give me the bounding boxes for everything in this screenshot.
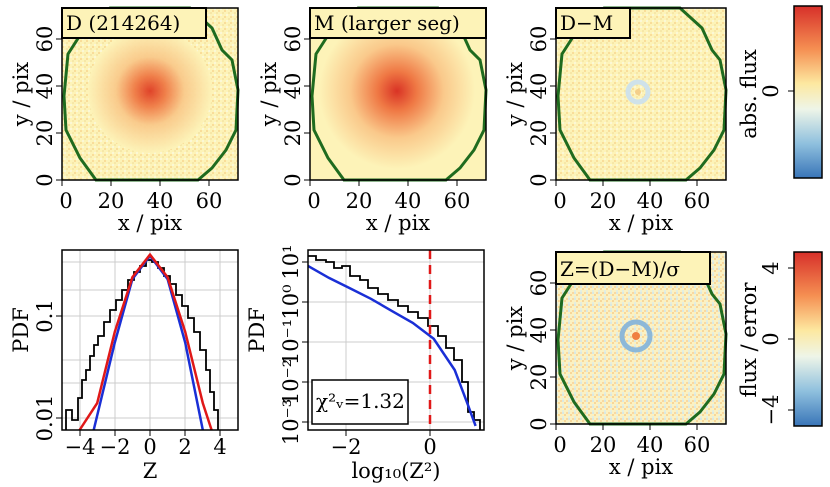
x-tick-label: 20 <box>590 189 617 213</box>
panel-annotation-box <box>309 7 487 39</box>
standard-normal-curve <box>78 252 213 431</box>
colorbar-label: abs. flux <box>737 49 761 139</box>
x-tick-label: 0 <box>307 189 320 213</box>
y-axis-label: y / pix <box>257 62 281 127</box>
y-ticks: 0 20 40 60 <box>281 26 310 187</box>
y-tick-label: 20 <box>281 120 305 147</box>
y-ticks: 0 20 40 60 <box>527 270 556 431</box>
y-tick-label: 60 <box>527 270 551 297</box>
y-tick-label: 0 <box>33 173 57 186</box>
x-tick-label: 20 <box>590 433 617 457</box>
y-ticks: 10⁻³ 10⁻² 10⁻¹ 10⁰ 10¹ <box>279 244 308 445</box>
x-tick-label: 40 <box>637 189 664 213</box>
panel-z-histogram: −4 −2 0 2 4 0.01 0.1 Z PDF <box>9 249 239 483</box>
panel-annotation-box <box>555 251 711 285</box>
x-axis-label: x / pix <box>118 211 182 235</box>
x-ticks: 0 20 40 60 <box>59 180 222 213</box>
x-tick-label: 0 <box>553 189 566 213</box>
colorbar-abs-flux: 0 abs. flux <box>737 5 823 179</box>
panel-residual-image: D−M 0 20 40 60 0 20 40 60 x / pix y / pi… <box>503 6 728 235</box>
y-axis-label: y / pix <box>503 306 527 371</box>
x-axis-label: Z <box>143 459 158 483</box>
y-axis-label: PDF <box>245 307 269 353</box>
chi2-box <box>311 379 409 425</box>
y-axis-label: PDF <box>9 307 33 353</box>
y-tick-label: 10⁰ <box>279 284 303 319</box>
panel-annotation: M (larger seg) <box>314 11 460 35</box>
x-tick-label: 0 <box>59 189 72 213</box>
x-tick-label: 20 <box>346 189 373 213</box>
y-tick-label: 20 <box>527 364 551 391</box>
panel-z-map: Z=(D−M)/σ 0 20 40 60 0 20 40 60 x / pix … <box>503 250 728 479</box>
y-ticks: 0 20 40 60 <box>33 26 62 187</box>
panel-model-image: M (larger seg) 0 20 40 60 0 20 40 60 x /… <box>257 6 488 235</box>
x-tick-label: 60 <box>196 189 223 213</box>
x-tick-label: 2 <box>178 435 191 459</box>
chi2-annotation: χ²ᵥ=1.32 <box>316 389 405 413</box>
x-tick-label: −2 <box>100 435 131 459</box>
x-axis-label: x / pix <box>609 455 673 479</box>
y-tick-label: 40 <box>527 73 551 100</box>
x-axis-label: log₁₀(Z²) <box>351 459 440 483</box>
y-ticks: 0.01 0.1 <box>33 299 62 441</box>
y-tick-label: 10⁻² <box>279 359 303 405</box>
y-tick-label: 0 <box>281 173 305 186</box>
x-tick-label: 40 <box>395 189 422 213</box>
x-tick-label: −4 <box>65 435 96 459</box>
y-tick-label: 0.01 <box>33 395 57 442</box>
x-tick-label: 60 <box>684 189 711 213</box>
y-tick-label: 40 <box>527 317 551 344</box>
colorbar-tick-label: 0 <box>759 332 783 345</box>
x-tick-label: 40 <box>637 433 664 457</box>
y-tick-label: 60 <box>33 26 57 53</box>
y-ticks: 0 20 40 60 <box>527 26 556 187</box>
panel-annotation: D (214264) <box>66 11 180 35</box>
colorbar-tick-label: 4 <box>759 261 783 274</box>
panel-data-image: D (214264) 0 20 40 60 0 20 40 60 x / pix… <box>9 6 240 235</box>
x-tick-label: 60 <box>684 433 711 457</box>
y-tick-label: 40 <box>33 73 57 100</box>
z2-histogram-steps <box>308 255 481 430</box>
x-tick-label: 4 <box>213 435 226 459</box>
y-tick-label: 60 <box>527 26 551 53</box>
y-tick-label: 0.1 <box>33 299 57 332</box>
x-ticks: 0 20 40 60 <box>553 180 710 213</box>
x-ticks: 0 20 40 60 <box>307 180 470 213</box>
y-tick-label: 10⁻¹ <box>279 319 303 365</box>
panel-z2-histogram: χ²ᵥ=1.32 −2 0 10⁻³ 10⁻² 10⁻¹ 10⁰ 10¹ log… <box>245 244 485 483</box>
x-tick-label: 20 <box>98 189 125 213</box>
colorbar-label: flux / error <box>737 282 761 398</box>
grid <box>62 250 238 430</box>
panel-annotation-box <box>555 7 631 39</box>
x-axis-label: x / pix <box>609 211 673 235</box>
y-tick-label: 10¹ <box>279 244 303 279</box>
y-axis-label: y / pix <box>503 62 527 127</box>
y-tick-label: 10⁻³ <box>279 399 303 445</box>
y-tick-label: 0 <box>527 417 551 430</box>
model-pdf-curve <box>307 264 477 427</box>
x-ticks: 0 20 40 60 <box>553 424 710 457</box>
y-axis-label: y / pix <box>9 62 33 127</box>
x-tick-label: 0 <box>423 435 436 459</box>
colorbar-tick-label: 0 <box>759 84 783 97</box>
y-tick-label: 40 <box>281 73 305 100</box>
x-tick-label: 60 <box>444 189 471 213</box>
panel-annotation: Z=(D−M)/σ <box>560 257 680 281</box>
x-tick-label: 0 <box>553 433 566 457</box>
colorbar-flux-error: 4 0 −4 flux / error <box>737 251 823 427</box>
x-axis-label: x / pix <box>366 211 430 235</box>
y-tick-label: 60 <box>281 26 305 53</box>
y-tick-label: 0 <box>527 173 551 186</box>
x-tick-label: 0 <box>143 435 156 459</box>
x-tick-label: 40 <box>147 189 174 213</box>
x-tick-label: −2 <box>331 435 362 459</box>
x-ticks: −4 −2 0 2 4 <box>65 430 227 459</box>
y-tick-label: 20 <box>527 120 551 147</box>
y-tick-label: 20 <box>33 120 57 147</box>
panel-annotation-box <box>61 7 207 39</box>
colorbar-tick-label: −4 <box>759 395 783 426</box>
x-ticks: −2 0 <box>331 430 437 459</box>
panel-annotation: D−M <box>560 11 613 35</box>
